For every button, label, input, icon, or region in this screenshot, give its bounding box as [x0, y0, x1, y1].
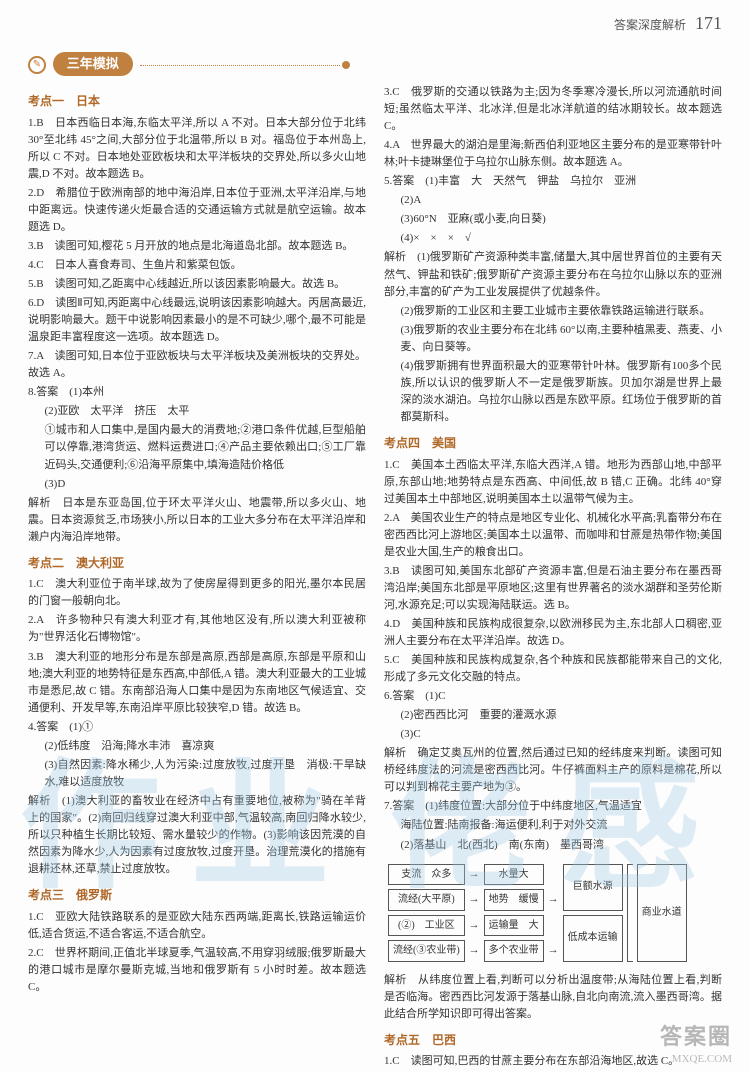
kd4-5: 5.C 美国种族和民族构成复杂,各个种族和民族都能带来自己的文化,形成了多元文化… — [384, 652, 722, 686]
kd4-7x: 解析 从纬度位置上看,判断可以分析出温度带;从海陆位置上看,判断是否临海。密西西… — [384, 972, 722, 1023]
arrow-icon: → — [469, 915, 480, 937]
kd2-3: 3.B 澳大利亚的地形分布是东部是高原,西部是高原,东部是平原和山地;澳大利亚的… — [28, 649, 366, 717]
kd4-3: 3.B 读图可知,美国东北部矿产资源丰富,但是石油主要分布在墨西哥湾沿岸;美国东… — [384, 563, 722, 614]
kd4-1: 1.C 美国本土西临太平洋,东临大西洋,A 错。地形为西部山地,中部平原,东部山… — [384, 457, 722, 508]
c1-2: 2.D 希腊位于欧洲南部的地中海沿岸,日本位于亚洲,太平洋沿岸,与地中距离远。快… — [28, 185, 366, 236]
c1-5: 5.B 读图可知,乙距离中心线越近,所以该因素影响最大。故选 B。 — [28, 276, 366, 293]
kd4-7c: (2)落基山 北(西北) 南(东南) 墨西哥湾 — [384, 837, 722, 854]
kd2-title: 考点二 澳大利亚 — [28, 554, 366, 573]
c2-5c: (3)60°N 亚麻(或小麦,向日葵) — [384, 211, 722, 228]
c1-8d: (3)D — [28, 476, 366, 493]
badge: 三年模拟 — [53, 52, 133, 76]
c2-5a: 5.答案 (1)丰富 大 天然气 钾盐 乌拉尔 亚洲 — [384, 173, 722, 190]
arrow-icon: → — [548, 889, 559, 911]
d-side3: 商业水道 — [637, 864, 687, 962]
kd2-2: 2.A 许多物种只有澳大利亚才有,其他地区没有,所以澳大利亚被称为"世界活化石博… — [28, 612, 366, 646]
flow-diagram: 支流 众多 → 水量大 巨额水源 商业水道 流经(大平原) → 地势 缓慢 → … — [384, 860, 722, 966]
kd1-title: 考点一 日本 — [28, 92, 366, 111]
c1-6: 6.D 读图Ⅱ可知,丙距离中心线最远,说明该因素影响越大。丙居高最近,说明影响最… — [28, 295, 366, 346]
c2-5d: (4)× × × √ — [384, 230, 722, 247]
c2-5b: (2)A — [384, 192, 722, 209]
footer-l1: 答案圈 — [660, 1023, 732, 1052]
arrow-icon: → — [469, 940, 480, 962]
c2-5g: (3)俄罗斯的农业主要分布在北纬 60°以南,主要种植黑麦、燕麦、小麦、向日葵等… — [384, 322, 722, 356]
kd4-6b: (2)密西西比河 重要的灌溉水源 — [384, 707, 722, 724]
kd2-4c: (3)自然因素:降水稀少,人为污染:过度放牧,过度开垦 消极:干旱缺水,难以适度… — [28, 757, 366, 791]
c1-7: 7.A 读图可知,日本位于亚欧板块与太平洋板块及美洲板块的交界处。故选 A。 — [28, 348, 366, 382]
c2-3c: 3.C 俄罗斯的交通以铁路为主;因为冬季寒冷漫长,所以河流通航时间短;虽然临太平… — [384, 84, 722, 135]
columns: 考点一 日本 1.B 日本西临日本海,东临太平洋,所以 A 不对。日本大部分位于… — [28, 84, 722, 1072]
kd2-4a: 4.答案 (1)① — [28, 719, 366, 736]
c1-3: 3.B 读图可知,樱花 5 月开放的地点是北海道岛北部。故本题选 B。 — [28, 238, 366, 255]
kd4-2: 2.A 美国农业生产的特点是地区专业化、机械化水平高;乳畜带分布在密西西比河上游… — [384, 510, 722, 561]
arrow-icon: → — [548, 940, 559, 962]
kd4-7b: 海陆位置:陆南报备:海运便利,利于对外交流 — [384, 817, 722, 834]
d-r4a: 流经(③农业带) — [388, 940, 465, 962]
d-r1b: 水量大 — [484, 864, 544, 886]
page-number: 171 — [695, 13, 722, 33]
d-r1a: 支流 众多 — [388, 864, 465, 886]
kd2-4b: (2)低纬度 沿海;降水丰沛 喜凉爽 — [28, 738, 366, 755]
badge-icon: ✎ — [28, 56, 46, 74]
c1-8c: ①城市和人口集中,是国内最大的消费地;②港口条件优越,巨型船舶可以停靠,港湾货运… — [28, 422, 366, 473]
c1-8e: 解析 日本是东亚岛国,位于环太平洋火山、地震带,所以多火山、地震。日本资源贫乏,… — [28, 495, 366, 546]
header-label: 答案深度解析 — [614, 18, 686, 32]
footer-l2: MXQE.COM — [660, 1052, 732, 1066]
kd4-6d: 解析 确定艾奥瓦州的位置,然后通过已知的经纬度来判断。读图可知桥经纬度法的河流是… — [384, 745, 722, 796]
badge-dot-end — [342, 61, 350, 69]
kd4-7a: 7.答案 (1)纬度位置:大部分位于中纬度地区,气温适宜 — [384, 798, 722, 815]
kd4-6a: 6.答案 (1)C — [384, 688, 722, 705]
c1-8b: (2)亚欧 太平洋 挤压 太平 — [28, 403, 366, 420]
c2-5h: (4)俄罗斯拥有世界面积最大的亚寒带针叶林。俄罗斯有100多个民族,所以认识的俄… — [384, 358, 722, 426]
arrow-icon: → — [469, 889, 480, 911]
kd4-title: 考点四 美国 — [384, 434, 722, 453]
c2-5e: 解析 (1)俄罗斯矿产资源种类丰富,储量大,其中居世界首位的主要有天然气、钾盐和… — [384, 249, 722, 300]
kd2-1: 1.C 澳大利亚位于南半球,故为了使房屋得到更多的阳光,墨尔本民居的门窗一般朝向… — [28, 576, 366, 610]
arrow-icon: → — [469, 864, 480, 886]
kd3-title: 考点三 俄罗斯 — [28, 886, 366, 905]
c1-8a: 8.答案 (1)本州 — [28, 384, 366, 401]
kd4-6c: (3)C — [384, 726, 722, 743]
c2-4a: 4.A 世界最大的湖泊是里海;新西伯利亚地区主要分布的是亚寒带针叶林;叶卡捷琳堡… — [384, 137, 722, 171]
d-r2a: 流经(大平原) — [388, 889, 465, 911]
badge-dots — [140, 65, 340, 66]
kd3-1: 1.C 亚欧大陆铁路联系的是亚欧大陆东西两端,距离长,铁路运输运价低,适合货运,… — [28, 909, 366, 943]
c2-5f: (2)俄罗斯的工业区和主要工业城市主要依靠铁路运输进行联系。 — [384, 303, 722, 320]
d-side1: 巨额水源 — [563, 864, 623, 911]
footer-watermark: 答案圈 MXQE.COM — [660, 1023, 732, 1066]
d-r4b: 多个农业带 — [484, 940, 544, 962]
kd2-4d: 解析 (1)澳大利亚的畜牧业在经济中占有重要地位,被称为"骑在羊背上的国家"。(… — [28, 793, 366, 878]
page-header: 答案深度解析 171 — [28, 10, 722, 38]
section-badge-row: ✎ 三年模拟 — [28, 52, 722, 84]
kd3-2: 2.C 世界杯期间,正值北半球夏季,气温较高,不用穿羽绒服;俄罗斯最大的港口城市… — [28, 945, 366, 996]
c1-1: 1.B 日本西临日本海,东临太平洋,所以 A 不对。日本大部分位于北纬 30°至… — [28, 115, 366, 183]
kd4-4: 4.D 美国种族和民族构成很复杂,以欧洲移民为主,东北部人口稠密,亚洲人主要分布… — [384, 616, 722, 650]
left-column: 考点一 日本 1.B 日本西临日本海,东临太平洋,所以 A 不对。日本大部分位于… — [28, 84, 366, 1072]
d-side2: 低成本运输 — [563, 915, 623, 962]
brace-icon — [627, 864, 633, 962]
d-r3a: (②) 工业区 — [388, 915, 465, 937]
d-r2b: 地势 缓慢 — [484, 889, 544, 911]
right-column: 3.C 俄罗斯的交通以铁路为主;因为冬季寒冷漫长,所以河流通航时间短;虽然临太平… — [384, 84, 722, 1072]
d-r3b: 运输量 大 — [484, 915, 544, 937]
c1-4: 4.C 日本人喜食寿司、生鱼片和紫菜包饭。 — [28, 257, 366, 274]
